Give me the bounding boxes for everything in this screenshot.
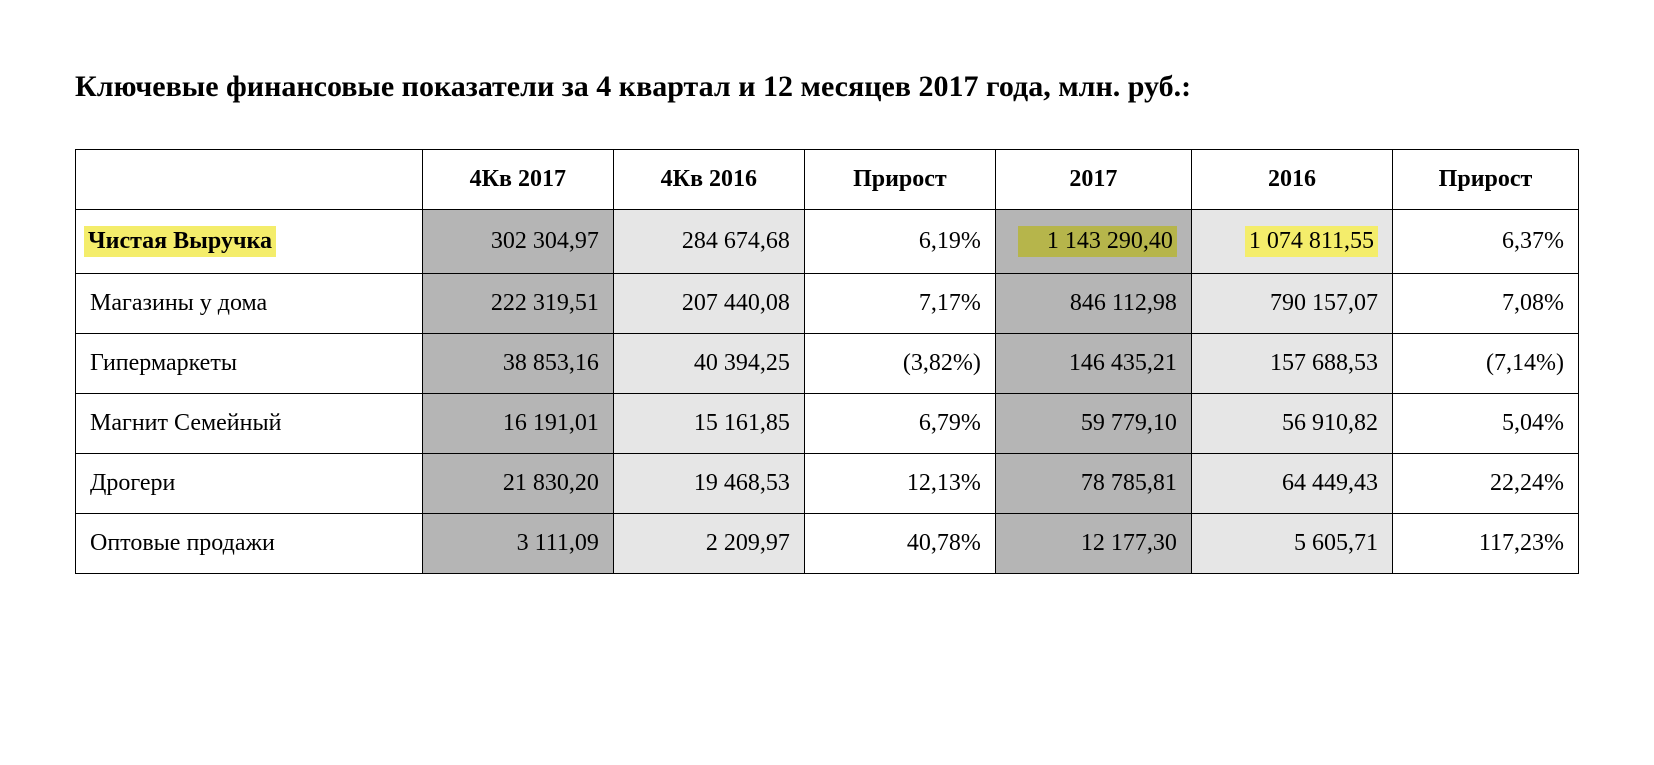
cell-value: 846 112,98 (995, 274, 1191, 334)
cell-value: 2 209,97 (613, 514, 804, 574)
cell-value: 7,08% (1392, 274, 1578, 334)
cell-value: 21 830,20 (422, 454, 613, 514)
col-header (76, 150, 423, 210)
col-header: 2017 (995, 150, 1191, 210)
cell-value: 12,13% (804, 454, 995, 514)
cell-value: (7,14%) (1392, 334, 1578, 394)
col-header: Прирост (1392, 150, 1578, 210)
row-label: Оптовые продажи (76, 514, 423, 574)
cell-value: 78 785,81 (995, 454, 1191, 514)
document-page: Ключевые финансовые показатели за 4 квар… (0, 0, 1654, 765)
row-label: Магазины у дома (76, 274, 423, 334)
cell-value: 19 468,53 (613, 454, 804, 514)
cell-value: 146 435,21 (995, 334, 1191, 394)
cell-value: 6,37% (1392, 210, 1578, 274)
page-title: Ключевые финансовые показатели за 4 квар… (75, 70, 1579, 104)
cell-value: 5 605,71 (1191, 514, 1392, 574)
row-label: Магнит Семейный (76, 394, 423, 454)
table-row: Оптовые продажи 3 111,09 2 209,97 40,78%… (76, 514, 1579, 574)
cell-value: 56 910,82 (1191, 394, 1392, 454)
cell-value: 302 304,97 (422, 210, 613, 274)
table-row: Магнит Семейный 16 191,01 15 161,85 6,79… (76, 394, 1579, 454)
cell-value: 3 111,09 (422, 514, 613, 574)
cell-value: (3,82%) (804, 334, 995, 394)
table-row: Чистая Выручка 302 304,97 284 674,68 6,1… (76, 210, 1579, 274)
cell-value: 22,24% (1392, 454, 1578, 514)
cell-value: 5,04% (1392, 394, 1578, 454)
cell-value: 1 143 290,40 (995, 210, 1191, 274)
cell-value: 40 394,25 (613, 334, 804, 394)
cell-value: 16 191,01 (422, 394, 613, 454)
table-header-row: 4Кв 2017 4Кв 2016 Прирост 2017 2016 Прир… (76, 150, 1579, 210)
cell-value: 59 779,10 (995, 394, 1191, 454)
cell-value: 7,17% (804, 274, 995, 334)
cell-value: 38 853,16 (422, 334, 613, 394)
cell-value: 1 074 811,55 (1191, 210, 1392, 274)
cell-value: 15 161,85 (613, 394, 804, 454)
cell-value: 157 688,53 (1191, 334, 1392, 394)
col-header: 4Кв 2017 (422, 150, 613, 210)
row-label: Гипермаркеты (76, 334, 423, 394)
financials-table: 4Кв 2017 4Кв 2016 Прирост 2017 2016 Прир… (75, 149, 1579, 574)
row-label: Дрогери (76, 454, 423, 514)
highlight: 1 074 811,55 (1245, 226, 1378, 257)
cell-value: 222 319,51 (422, 274, 613, 334)
cell-value: 12 177,30 (995, 514, 1191, 574)
cell-value: 117,23% (1392, 514, 1578, 574)
cell-value: 64 449,43 (1191, 454, 1392, 514)
table-row: Магазины у дома 222 319,51 207 440,08 7,… (76, 274, 1579, 334)
col-header: Прирост (804, 150, 995, 210)
highlight: Чистая Выручка (84, 226, 276, 257)
highlight: 1 143 290,40 (1018, 226, 1177, 257)
table-row: Гипермаркеты 38 853,16 40 394,25 (3,82%)… (76, 334, 1579, 394)
cell-value: 40,78% (804, 514, 995, 574)
cell-value: 790 157,07 (1191, 274, 1392, 334)
cell-value: 284 674,68 (613, 210, 804, 274)
cell-value: 6,19% (804, 210, 995, 274)
row-label: Чистая Выручка (76, 210, 423, 274)
cell-value: 207 440,08 (613, 274, 804, 334)
table-row: Дрогери 21 830,20 19 468,53 12,13% 78 78… (76, 454, 1579, 514)
col-header: 2016 (1191, 150, 1392, 210)
cell-value: 6,79% (804, 394, 995, 454)
col-header: 4Кв 2016 (613, 150, 804, 210)
